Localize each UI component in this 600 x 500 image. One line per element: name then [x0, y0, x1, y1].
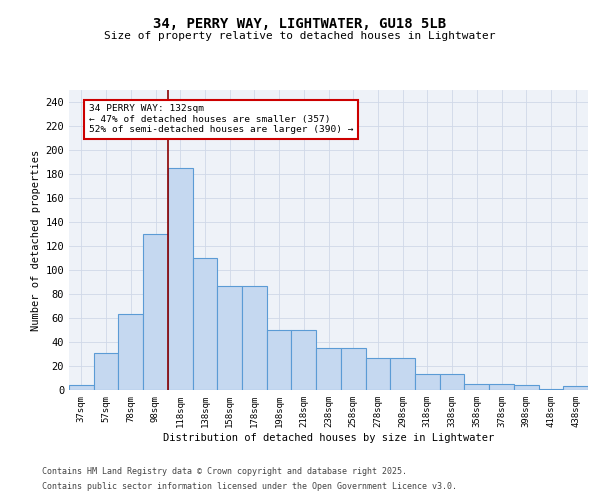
Bar — [143, 234, 168, 390]
Text: 34 PERRY WAY: 132sqm
← 47% of detached houses are smaller (357)
52% of semi-deta: 34 PERRY WAY: 132sqm ← 47% of detached h… — [89, 104, 353, 134]
Bar — [415, 374, 440, 390]
Bar — [267, 330, 292, 390]
Bar — [489, 384, 514, 390]
Bar — [390, 358, 415, 390]
Bar — [440, 374, 464, 390]
Bar — [94, 353, 118, 390]
Text: Contains public sector information licensed under the Open Government Licence v3: Contains public sector information licen… — [42, 482, 457, 491]
Bar — [563, 386, 588, 390]
Bar — [118, 314, 143, 390]
Bar — [69, 385, 94, 390]
Bar — [341, 348, 365, 390]
Bar — [217, 286, 242, 390]
Bar — [242, 286, 267, 390]
Bar — [316, 348, 341, 390]
Bar — [514, 385, 539, 390]
Text: 34, PERRY WAY, LIGHTWATER, GU18 5LB: 34, PERRY WAY, LIGHTWATER, GU18 5LB — [154, 18, 446, 32]
Y-axis label: Number of detached properties: Number of detached properties — [31, 150, 41, 330]
Bar — [193, 258, 217, 390]
Text: Size of property relative to detached houses in Lightwater: Size of property relative to detached ho… — [104, 31, 496, 41]
Bar — [365, 358, 390, 390]
Bar — [168, 168, 193, 390]
Bar — [292, 330, 316, 390]
Bar — [464, 384, 489, 390]
Text: Contains HM Land Registry data © Crown copyright and database right 2025.: Contains HM Land Registry data © Crown c… — [42, 467, 407, 476]
X-axis label: Distribution of detached houses by size in Lightwater: Distribution of detached houses by size … — [163, 432, 494, 442]
Bar — [539, 389, 563, 390]
